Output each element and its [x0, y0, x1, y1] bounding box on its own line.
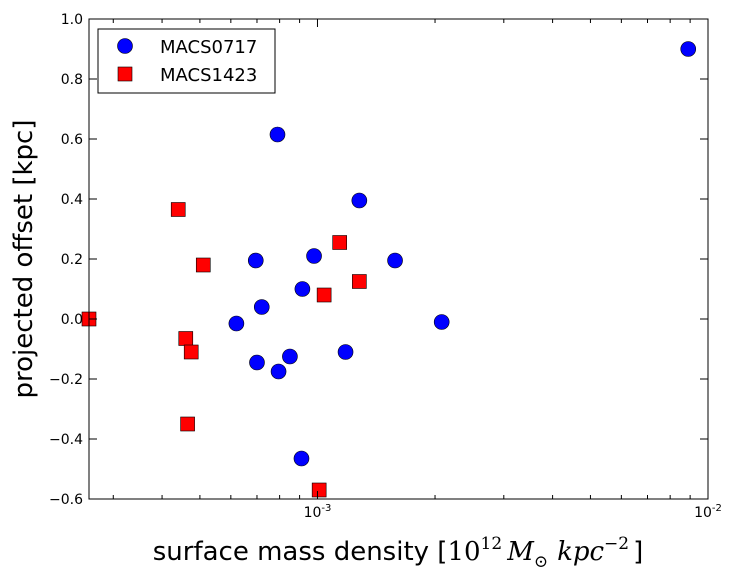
data-point-macs0717: [253, 299, 270, 315]
x-axis-label: surface mass density [1012 M⊙ kpc−2]: [153, 534, 644, 572]
y-tick-label: 0.0: [61, 312, 83, 328]
data-point-macs1423: [178, 331, 194, 346]
y-tick-label: 0.4: [61, 192, 83, 208]
y-tick-label: 0.2: [61, 252, 83, 268]
y-tick-label: −0.6: [49, 492, 83, 508]
legend-label-macs0717: MACS0717: [160, 37, 257, 58]
data-point-macs0717: [433, 314, 450, 330]
data-point-macs1423: [170, 202, 186, 217]
data-point-macs1423: [316, 287, 332, 303]
y-axis-label: projected offset [kpc]: [9, 120, 39, 399]
axis-ticks: −0.6 −0.4 −0.2 0.0 0.2 0.4 0.6 0.8 1.0 10-3 10-2: [49, 12, 722, 521]
data-point-macs0717: [294, 281, 311, 297]
legend: MACS0717 MACS1423: [97, 28, 276, 94]
y-tick-label: 1.0: [61, 12, 83, 28]
legend-marker-macs1423: [117, 66, 133, 82]
data-point-macs0717: [351, 192, 368, 209]
data-point-macs0717: [282, 348, 298, 365]
data-point-macs0717: [249, 354, 265, 371]
data-point-macs1423: [352, 274, 367, 289]
x-tick-label: 10-3: [304, 503, 332, 521]
data-point-macs0717: [387, 252, 403, 269]
data-point-macs0717: [270, 363, 287, 380]
data-point-macs1423: [195, 257, 211, 273]
data-point-macs0717: [228, 315, 245, 332]
x-tick-label: 10-2: [694, 503, 722, 521]
y-tick-label: 0.8: [61, 72, 83, 88]
data-point-macs0717: [306, 248, 322, 264]
data-point-macs0717: [680, 41, 697, 57]
data-points: [81, 41, 697, 498]
data-point-macs0717: [293, 450, 310, 467]
data-point-macs1423: [183, 344, 199, 360]
data-point-macs1423: [332, 235, 347, 250]
y-tick-label: −0.4: [49, 432, 83, 448]
data-point-macs0717: [247, 252, 264, 269]
legend-marker-macs0717: [117, 38, 133, 54]
data-point-macs1423: [311, 482, 327, 498]
y-tick-label: 0.6: [61, 132, 83, 148]
y-tick-label: −0.2: [49, 372, 83, 388]
data-point-macs0717: [269, 126, 286, 143]
data-point-macs0717: [337, 344, 354, 360]
data-point-macs1423: [180, 416, 195, 432]
legend-label-macs1423: MACS1423: [160, 65, 257, 86]
